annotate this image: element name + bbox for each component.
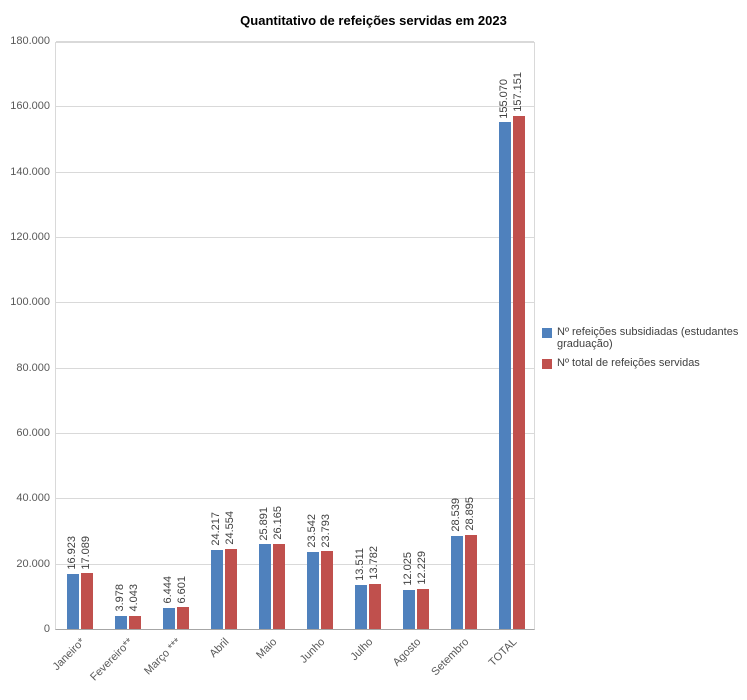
y-tick-label: 140.000 xyxy=(10,165,50,178)
bar-total xyxy=(273,543,285,629)
gridline xyxy=(56,302,534,304)
legend: Nº refeições subsidiadas (estudantes gra… xyxy=(542,326,742,376)
plot-area: 16.923 17.089 3.978 4.043 6.444 6.601 24.217 24… xyxy=(55,41,535,630)
gridline xyxy=(56,367,534,369)
y-tick-label: 20.000 xyxy=(16,557,50,570)
bar-value-label: 28.895 xyxy=(464,496,476,531)
bar-value-label: 24.554 xyxy=(224,511,236,545)
y-tick-label: 100.000 xyxy=(10,296,50,309)
bar-value-label: 12.025 xyxy=(402,552,414,586)
bar-value-label: 17.089 xyxy=(80,535,92,570)
gridline xyxy=(56,563,534,565)
bar-value-label: 3.978 xyxy=(114,584,126,613)
gridline xyxy=(56,41,534,42)
legend-marker xyxy=(542,328,552,338)
bar-value-label: 13.782 xyxy=(368,546,380,580)
y-tick-label: 60.000 xyxy=(16,427,50,439)
bar-total xyxy=(321,551,333,629)
bar-value-label: 4.043 xyxy=(128,584,140,612)
gridline xyxy=(56,237,534,238)
bar-value-label: 155.070 xyxy=(498,78,510,119)
bar-total xyxy=(129,615,141,629)
bar-value-label: 23.793 xyxy=(320,513,332,548)
bar-subsidiadas xyxy=(67,573,79,629)
y-tick-label: 160.000 xyxy=(10,100,50,113)
bar-total xyxy=(513,115,525,629)
bar-value-label: 28.539 xyxy=(450,498,462,532)
bar-total xyxy=(225,548,237,629)
bar-subsidiadas xyxy=(403,589,415,629)
bar-value-label: 25.891 xyxy=(258,506,270,541)
legend-label: Nº total de refeições servidas xyxy=(557,357,700,369)
legend-marker xyxy=(542,359,552,369)
bar-total xyxy=(369,583,381,629)
gridline xyxy=(56,171,534,173)
bar-value-label: 6.444 xyxy=(162,576,174,604)
legend-item: Nº refeições subsidiadas (estudantes gra… xyxy=(542,326,742,350)
bar-total xyxy=(465,534,477,629)
bar-value-label: 6.601 xyxy=(176,575,188,604)
bar-value-label: 24.217 xyxy=(210,512,222,546)
chart-title: Quantitativo de refeições servidas em 20… xyxy=(240,13,507,28)
bar-value-label: 26.165 xyxy=(272,505,284,540)
y-tick-label: 0 xyxy=(43,623,50,635)
gridline xyxy=(56,498,534,500)
bar-value-label: 23.542 xyxy=(306,514,318,549)
y-tick-label: 40.000 xyxy=(16,492,50,505)
bar-subsidiadas xyxy=(163,607,175,629)
bar-value-label: 13.511 xyxy=(354,548,366,581)
bar-total xyxy=(417,589,429,629)
bar-subsidiadas xyxy=(259,544,271,629)
bar-subsidiadas xyxy=(211,549,223,629)
bar-value-label: 157.151 xyxy=(512,71,524,112)
gridline xyxy=(56,106,534,108)
y-tick-label: 180.000 xyxy=(10,35,50,47)
bar-value-label: 12.229 xyxy=(416,551,428,586)
bar-total xyxy=(81,573,93,629)
gridline xyxy=(56,433,534,434)
bar-subsidiadas xyxy=(451,535,463,629)
y-tick-label: 120.000 xyxy=(10,231,50,243)
bar-subsidiadas xyxy=(115,616,127,629)
legend-label: Nº refeições subsidiadas (estudantes gra… xyxy=(557,326,739,350)
bar-value-label: 16.923 xyxy=(66,536,78,570)
bar-subsidiadas xyxy=(355,584,367,629)
bar-subsidiadas xyxy=(307,552,319,629)
bar-total xyxy=(177,607,189,629)
bar-subsidiadas xyxy=(499,122,511,629)
legend-item: Nº total de refeições servidas xyxy=(542,357,742,369)
y-tick-label: 80.000 xyxy=(16,361,50,374)
